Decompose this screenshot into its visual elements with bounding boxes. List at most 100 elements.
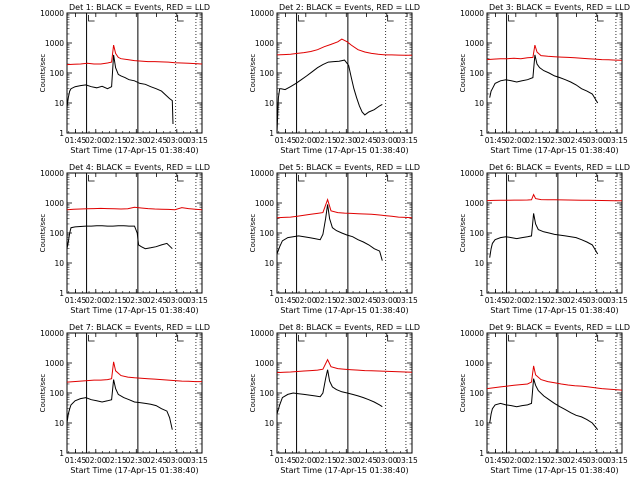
x-tick-label: 02:15 [315,456,337,465]
x-tick-label: 02:45 [566,136,588,145]
interval-marker-start [508,175,515,182]
y-tick-label: 10 [474,99,484,108]
interval-marker-start [298,15,305,22]
panel-det-2: Det 2: BLACK = Events, RED = LLD01:4502:… [249,3,420,155]
y-tick-label: 100 [470,389,485,398]
x-tick-label: 03:15 [606,136,628,145]
y-axis-label: Counts/sec [459,214,467,253]
y-tick-label: 1000 [45,359,64,368]
y-tick-label: 100 [470,229,485,238]
lld-series-line [277,38,412,56]
x-tick-label: 01:45 [275,296,297,305]
y-tick-label: 1000 [465,199,484,208]
y-tick-label: 10000 [40,329,64,338]
interval-marker-start [298,175,305,182]
y-axis-label: Counts/sec [39,214,47,253]
lld-series-line [487,193,622,202]
y-tick-label: 100 [470,69,485,78]
x-tick-label: 02:30 [545,136,567,145]
y-tick-label: 1000 [45,39,64,48]
x-tick-label: 02:00 [505,136,527,145]
plot-frame [66,332,203,454]
x-tick-label: 01:45 [485,136,507,145]
panel-det-4: Det 4: BLACK = Events, RED = LLD01:4502:… [39,163,210,315]
events-series-line [277,204,383,261]
x-tick-label: 03:15 [186,296,208,305]
interval-marker-end [387,335,394,342]
interval-marker-end [597,335,604,342]
y-tick-label: 10 [54,99,64,108]
y-tick-label: 10 [264,259,274,268]
x-tick-label: 03:00 [376,296,398,305]
events-series-line [489,54,599,104]
y-tick-label: 10000 [40,169,64,178]
y-axis-label: Counts/sec [459,374,467,413]
y-tick-label: 10000 [460,329,484,338]
panel-det-1: Det 1: BLACK = Events, RED = LLD 01:45 02:… [39,3,210,155]
x-tick-label: 02:45 [566,456,588,465]
x-tick-label: 01:45 [65,136,87,145]
y-tick-label: 10000 [40,9,64,18]
x-axis-label: Start Time (17-Apr-15 01:38:40) [280,306,408,315]
interval-marker-start [88,175,95,182]
y-tick-label: 10 [54,259,64,268]
interval-marker-end [387,15,394,22]
x-tick-label: 02:30 [125,136,147,145]
x-tick-label: 01:45 [65,456,87,465]
y-axis-label: Counts/sec [39,374,47,413]
y-tick-label: 10 [264,419,274,428]
chart-title: Det 6: BLACK = Events, RED = LLD [489,163,630,172]
y-tick-label: 1000 [465,39,484,48]
plot-frame [276,12,413,134]
y-tick-label: 1 [59,129,64,138]
events-series-line [67,379,173,430]
y-tick-label: 10 [474,259,484,268]
y-tick-label: 1000 [255,199,274,208]
chart-title: Det 3: BLACK = Events, RED = LLD [489,3,630,12]
panel-det-9: Det 9: BLACK = Events, RED = LLD01:4502:… [459,323,630,475]
events-series-line [67,54,174,125]
chart-title: Det 2: BLACK = Events, RED = LLD [279,3,420,12]
y-tick-label: 1 [479,289,484,298]
x-axis-label: Start Time (17-Apr-15 01:38:40) [70,146,198,155]
x-axis-label: Start Time (17-Apr-15 01:38:40) [490,466,618,475]
y-axis-label: Counts/sec [249,214,257,253]
y-tick-label: 100 [260,229,275,238]
panel-det-3: Det 3: BLACK = Events, RED = LLD01:4502:… [459,3,630,155]
x-tick-label: 02:00 [85,456,107,465]
interval-marker-end [387,175,394,182]
x-tick-label: 03:15 [396,296,418,305]
x-tick-label: 03:15 [606,296,628,305]
interval-marker-end [177,15,184,22]
y-tick-label: 1 [59,449,64,458]
x-tick-label: 02:30 [125,456,147,465]
y-tick-label: 10000 [460,169,484,178]
interval-marker-end [177,335,184,342]
x-axis-label: Start Time (17-Apr-15 01:38:40) [70,466,198,475]
x-tick-label: 02:45 [146,456,168,465]
x-tick-label: 03:00 [586,296,608,305]
panel-det-7: Det 7: BLACK = Events, RED = LLD01:4502:… [39,323,210,475]
chart-title: Det 7: BLACK = Events, RED = LLD [69,323,210,332]
plot-frame [486,172,623,294]
y-tick-label: 1 [59,289,64,298]
y-tick-label: 10000 [250,9,274,18]
y-tick-label: 1000 [255,359,274,368]
y-tick-label: 1 [479,449,484,458]
plot-frame [276,172,413,294]
lld-series-line [487,44,622,61]
chart-title: Det 9: BLACK = Events, RED = LLD [489,323,630,332]
x-tick-label: 02:30 [335,136,357,145]
lld-series-line [67,206,202,211]
x-axis-label: Start Time (17-Apr-15 01:38:40) [280,466,408,475]
x-tick-label: 03:00 [586,136,608,145]
y-tick-label: 10 [54,419,64,428]
x-tick-label: 03:15 [396,456,418,465]
x-tick-label: 03:15 [396,136,418,145]
x-tick-label: 02:00 [505,296,527,305]
x-tick-label: 03:15 [186,456,208,465]
x-tick-label: 02:15 [525,136,547,145]
y-axis-label: Counts/sec [249,54,257,93]
y-tick-label: 1 [269,449,274,458]
chart-title: Det 1: BLACK = Events, RED = LLD [69,3,210,12]
